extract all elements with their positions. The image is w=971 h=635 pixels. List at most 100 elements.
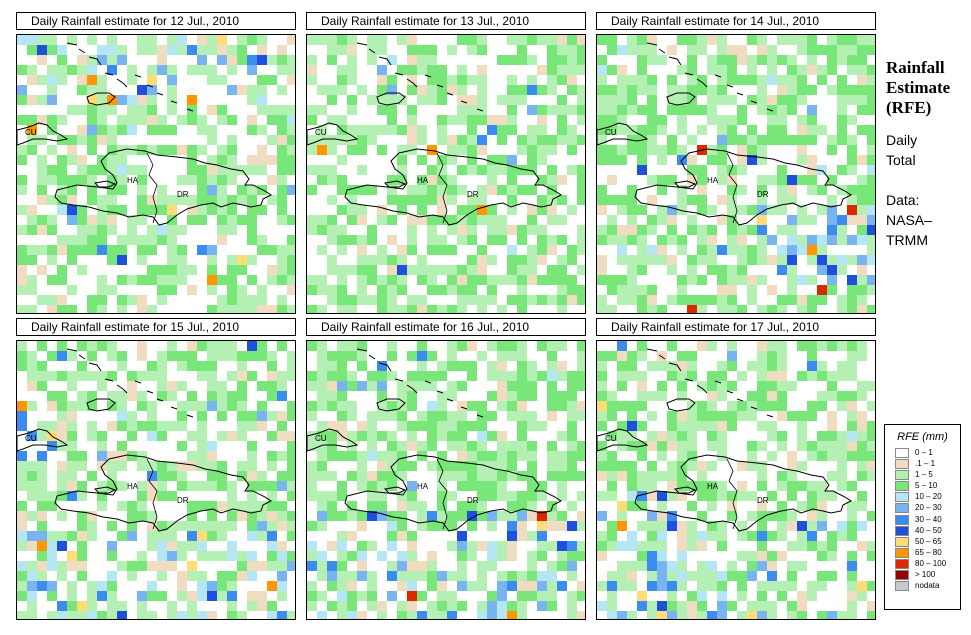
rainfall-cell [117,601,127,611]
rainfall-cell [597,145,607,155]
rainfall-cell [847,155,857,165]
rainfall-cell [827,611,837,619]
rainfall-cell [517,305,527,313]
rainfall-cell [257,381,267,391]
rainfall-cell [517,441,527,451]
legend-swatch [895,459,909,470]
rainfall-cell [437,411,447,421]
rainfall-cell [577,341,585,351]
rainfall-cell [477,511,487,521]
rainfall-cell [217,591,227,601]
rainfall-cell [417,275,427,285]
rainfall-cell [317,85,327,95]
rainfall-cell [237,35,247,45]
rainfall-cell [737,75,747,85]
rainfall-cell [687,55,697,65]
rainfall-cell [827,85,837,95]
map-label-haiti: HA [707,176,719,185]
rainfall-cell [427,75,437,85]
rainfall-cell [47,45,57,55]
rainfall-cell [747,601,757,611]
rainfall-cell [567,521,577,531]
rainfall-cell [327,431,337,441]
rainfall-cell [407,105,417,115]
rainfall-cell [427,521,437,531]
rainfall-cell [577,285,585,295]
rainfall-cell [67,245,77,255]
rainfall-cell [437,205,447,215]
rainfall-cell [197,411,207,421]
rainfall-cell [377,411,387,421]
rainfall-cell [27,245,37,255]
rainfall-cell [607,491,617,501]
rainfall-cell [607,351,617,361]
rainfall-cell [397,521,407,531]
rainfall-cell [727,421,737,431]
rainfall-cell [747,225,757,235]
rainfall-cell [547,471,557,481]
rainfall-cell [847,305,857,313]
rainfall-cell [327,371,337,381]
rainfall-cell [497,351,507,361]
rainfall-cell [787,35,797,45]
rainfall-cell [567,591,577,601]
rainfall-cell [197,195,207,205]
rainfall-cell [627,85,637,95]
rainfall-cell [97,225,107,235]
rainfall-cell [677,481,687,491]
rainfall-cell [827,391,837,401]
rainfall-cell [97,481,107,491]
rainfall-cell [807,521,817,531]
rainfall-cell [817,611,827,619]
rainfall-cell [537,105,547,115]
rainfall-cell [257,85,267,95]
rainfall-cell [547,265,557,275]
rainfall-cell [437,245,447,255]
rainfall-cell [707,501,717,511]
rainfall-cell [787,451,797,461]
rainfall-cell [37,571,47,581]
rainfall-cell [17,501,27,511]
map-label-cuba: CU [605,128,617,137]
rainfall-cell [147,115,157,125]
rainfall-cell [357,341,367,351]
border-line [436,458,448,530]
rainfall-cell [307,551,317,561]
rainfall-cell [647,461,657,471]
rainfall-cell [417,65,427,75]
rainfall-cell [657,501,667,511]
rainfall-cell [67,601,77,611]
rainfall-cell [617,125,627,135]
rainfall-cell [697,75,707,85]
rainfall-cell [157,491,167,501]
rainfall-cell [337,581,347,591]
cuba-outline [597,428,649,452]
rainfall-cell [337,601,347,611]
rainfall-cell [417,155,427,165]
rainfall-cell [337,65,347,75]
rainfall-cell [427,175,437,185]
rainfall-cell [57,341,67,351]
rainfall-cell [457,285,467,295]
rainfall-cell [267,451,277,461]
rainfall-cell [517,601,527,611]
rainfall-cell [117,531,127,541]
rainfall-cell [747,411,757,421]
rainfall-cell [707,235,717,245]
rainfall-cell [727,411,737,421]
rainfall-cell [157,381,167,391]
rainfall-cell [487,561,497,571]
rainfall-cell [527,185,537,195]
rainfall-cell [447,195,457,205]
rainfall-cell [847,145,857,155]
bahamas-outline [646,42,774,112]
rainfall-cell [67,175,77,185]
rainfall-cell [317,391,327,401]
rainfall-cell [227,285,237,295]
rainfall-cell [207,611,217,619]
rainfall-cell [777,381,787,391]
rainfall-cell [157,235,167,245]
rainfall-cell [747,285,757,295]
rainfall-cell [757,175,767,185]
rainfall-cell [867,611,875,619]
